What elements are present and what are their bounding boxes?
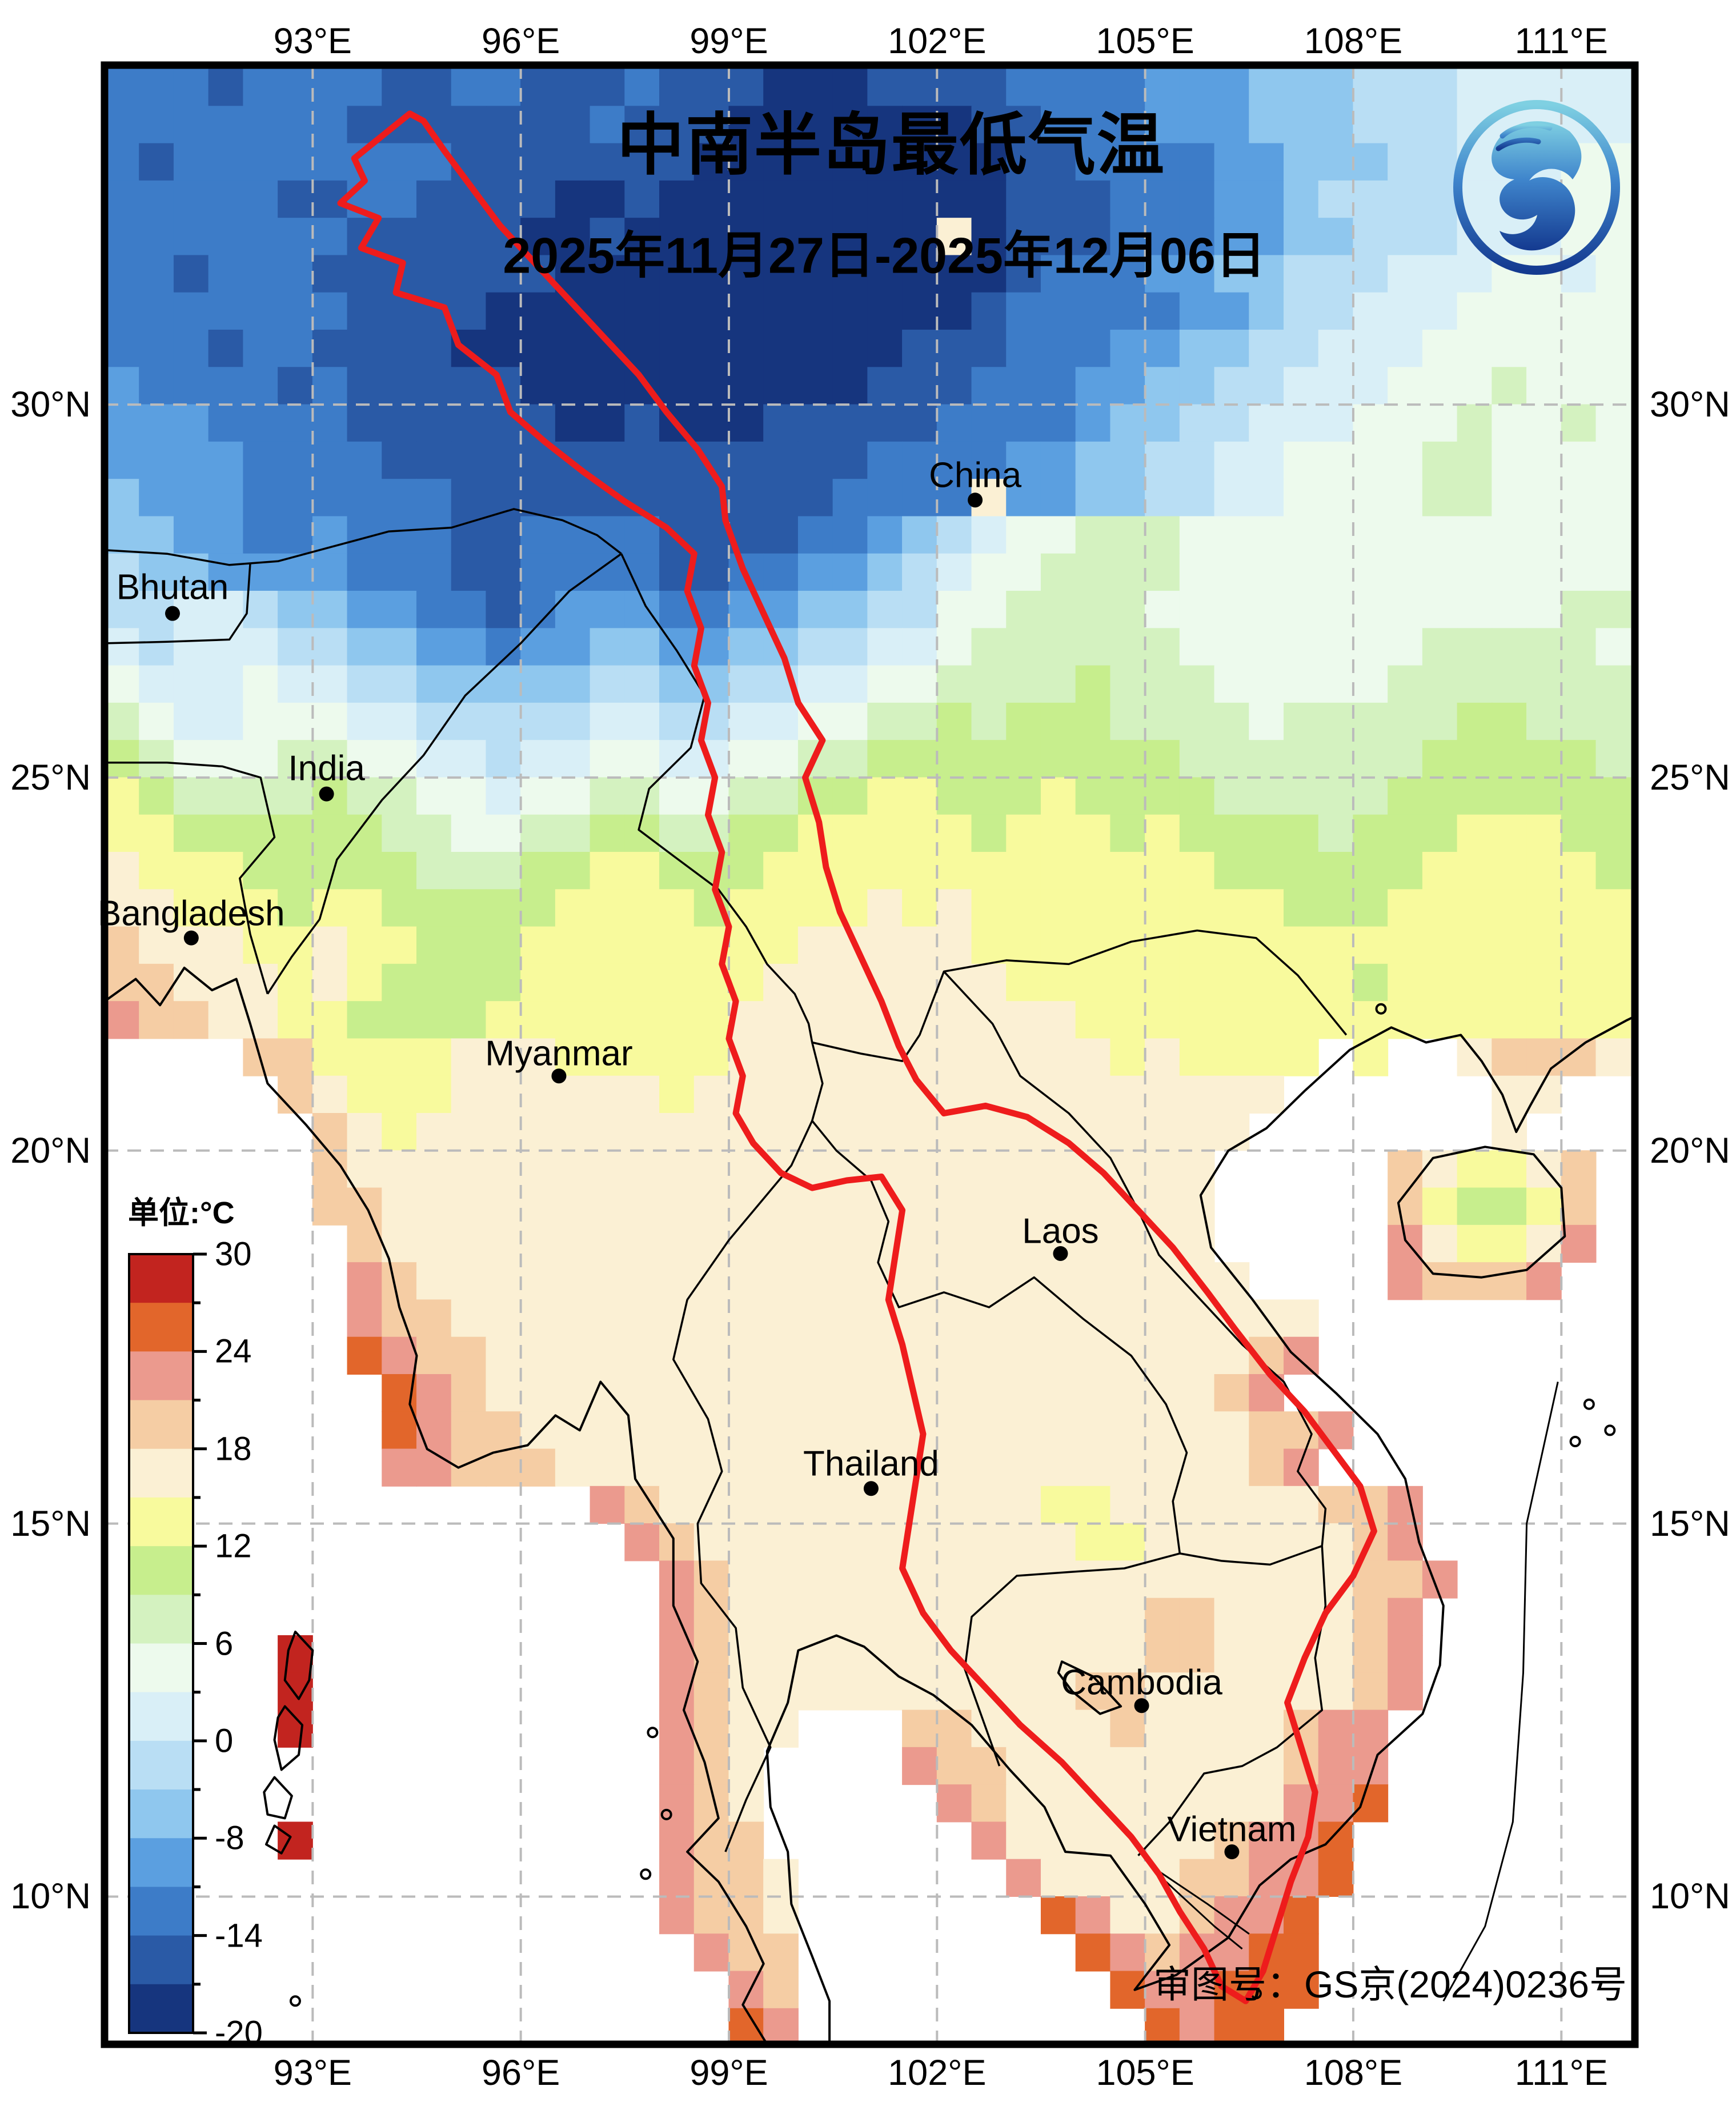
- island-outline: [273, 1705, 304, 1771]
- colorbar-segment: [129, 1303, 193, 1352]
- legend-colorbar: [128, 1252, 207, 2035]
- mainland-coastline: [105, 966, 1635, 2044]
- colorbar-segment: [129, 1740, 193, 1790]
- island-outline: [283, 1631, 314, 1700]
- islet-dot: [640, 1868, 652, 1880]
- country-border-line: [812, 929, 1348, 1062]
- graticule-lines: [105, 65, 1635, 2044]
- country-border-line: [266, 552, 622, 995]
- country-dot-vietnam: [1224, 1844, 1240, 1860]
- country-marker-dots: [165, 493, 1240, 1860]
- country-dot-myanmar: [551, 1068, 567, 1084]
- islet-dot: [660, 1808, 672, 1820]
- islet-dot: [289, 1995, 301, 2007]
- colorbar-segment: [129, 1789, 193, 1839]
- islet-dot: [1569, 1436, 1581, 1448]
- maritime-boundary-arc: [1442, 1382, 1559, 2002]
- islet-dot: [647, 1727, 659, 1739]
- country-border-line: [620, 553, 813, 1043]
- islet-dot: [1375, 1003, 1387, 1015]
- colorbar-segment: [129, 1254, 193, 1303]
- country-border-line: [943, 971, 1327, 1546]
- colorbar-segment: [129, 1643, 193, 1693]
- mekong-basin-boundary: [337, 110, 1377, 2004]
- colorbar-segment: [129, 1546, 193, 1595]
- tonle-sap-lake-outline: [1057, 1660, 1122, 1715]
- country-border-line: [105, 762, 276, 995]
- country-border-line: [811, 1120, 1188, 1554]
- colorbar-segment: [129, 1984, 193, 2033]
- colorbar-segment: [129, 1351, 193, 1401]
- country-border-line: [964, 1552, 1180, 1767]
- country-dot-bangladesh: [183, 930, 199, 946]
- mekong-delta-channel: [1151, 1865, 1250, 1935]
- colorbar-segment: [129, 1448, 193, 1498]
- colorbar-segment: [129, 1497, 193, 1547]
- islet-dot: [1583, 1398, 1595, 1410]
- colorbar-segment: [129, 1838, 193, 1888]
- country-border-line: [811, 1042, 824, 1122]
- country-border-line: [1179, 1545, 1322, 1566]
- island-outline: [265, 1824, 292, 1855]
- agency-dragon-logo-icon: [1453, 100, 1620, 275]
- colorbar-segment: [129, 1400, 193, 1450]
- colorbar-segment: [129, 1692, 193, 1741]
- hainan-island-outline: [1397, 1146, 1566, 1279]
- country-borders: [105, 508, 1348, 1856]
- colorbar-segment: [129, 1887, 193, 1936]
- country-dot-india: [319, 786, 334, 802]
- map-frame-border: [101, 61, 1639, 2048]
- country-dot-bhutan: [165, 606, 181, 621]
- coastlines-and-borders: [105, 966, 1635, 2044]
- colorbar-segment: [129, 1595, 193, 1644]
- country-dot-thailand: [863, 1481, 879, 1496]
- country-border-line: [105, 508, 622, 566]
- country-border-line: [672, 1120, 813, 1852]
- country-dot-china: [968, 493, 983, 508]
- island-outline: [263, 1776, 293, 1820]
- colorbar-segment: [129, 1935, 193, 1985]
- islet-dot: [1604, 1424, 1616, 1436]
- country-border-line: [105, 563, 251, 644]
- country-dot-cambodia: [1134, 1698, 1149, 1713]
- mekong-delta-channel: [1165, 1881, 1243, 1950]
- country-dot-laos: [1053, 1246, 1068, 1261]
- map-plot-area: [105, 65, 1635, 2044]
- temperature-raster: [105, 69, 1631, 2044]
